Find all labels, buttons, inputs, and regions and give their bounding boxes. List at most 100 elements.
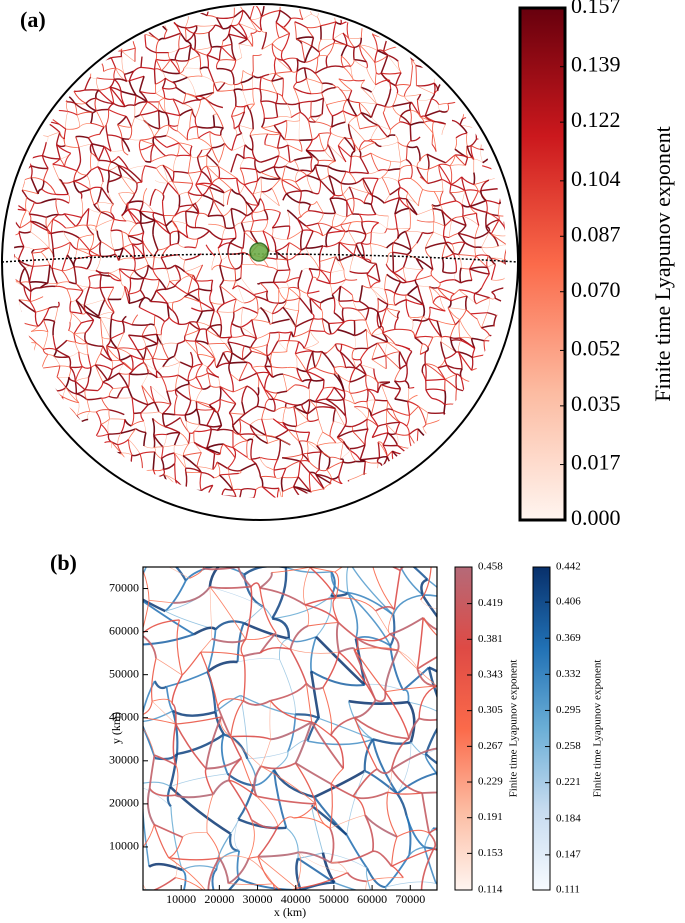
- ridge: [240, 695, 248, 759]
- ridge: [392, 409, 410, 416]
- ridge: [139, 222, 145, 233]
- ridge: [486, 297, 490, 313]
- ridge: [31, 249, 35, 254]
- ridge: [485, 94, 487, 99]
- ridge: [330, 768, 344, 785]
- ridge: [194, 49, 208, 56]
- ridge: [360, 242, 371, 245]
- ridge: [486, 406, 490, 420]
- ridge: [493, 324, 506, 328]
- ridge: [230, 736, 243, 759]
- ridge: [392, 101, 412, 108]
- ridge: [366, 274, 372, 288]
- ridge: [69, 311, 72, 323]
- ridge: [184, 264, 203, 272]
- ridge: [324, 144, 329, 152]
- ridge: [178, 142, 192, 157]
- ridge: [358, 44, 367, 63]
- ridge: [496, 307, 506, 316]
- ridge: [121, 47, 136, 52]
- ridge: [229, 373, 240, 382]
- ridge: [277, 339, 290, 342]
- ridge: [14, 62, 16, 71]
- ridge: [240, 75, 255, 84]
- ridge: [386, 456, 397, 469]
- ridge: [334, 571, 340, 599]
- ridge: [42, 376, 46, 394]
- ridge: [425, 378, 446, 382]
- ridge: [502, 111, 506, 127]
- ridge: [447, 300, 452, 309]
- ridge: [77, 248, 90, 251]
- ridge: [86, 268, 96, 271]
- ridge: [291, 506, 297, 511]
- ridge: [43, 180, 57, 195]
- ridge: [339, 230, 346, 243]
- ridge: [127, 208, 141, 212]
- ridge: [382, 497, 394, 498]
- ridge: [34, 312, 39, 327]
- ridge: [391, 567, 401, 572]
- ridge: [14, 463, 28, 473]
- ridge: [306, 78, 312, 94]
- ridge: [500, 428, 506, 435]
- ridge: [30, 231, 50, 249]
- ridge: [444, 358, 448, 366]
- ridge: [51, 267, 63, 272]
- ridge: [326, 65, 344, 69]
- ridge: [329, 814, 366, 829]
- ridge: [421, 792, 430, 834]
- ridge: [167, 52, 171, 60]
- ridge: [185, 210, 199, 215]
- ridge: [306, 277, 314, 294]
- ridge: [487, 44, 500, 47]
- ridge: [227, 336, 232, 343]
- ridge: [433, 54, 436, 70]
- ridge: [284, 402, 288, 408]
- ridge: [32, 251, 42, 254]
- ridge: [259, 632, 277, 654]
- ridge: [444, 390, 447, 405]
- ridge: [78, 38, 90, 46]
- ridge: [195, 388, 203, 402]
- ridge: [7, 134, 10, 143]
- ridge: [275, 22, 280, 39]
- ridge: [59, 417, 66, 423]
- ridge: [241, 215, 247, 223]
- ridge: [238, 418, 242, 435]
- ridge: [98, 89, 115, 105]
- ridge: [176, 487, 179, 498]
- ridge: [318, 133, 325, 151]
- ridge: [345, 496, 356, 498]
- ridge: [454, 50, 466, 60]
- ridge: [29, 65, 37, 86]
- ridge: [460, 396, 479, 401]
- ridge: [319, 256, 336, 262]
- ridge: [179, 68, 185, 74]
- ridge: [96, 482, 115, 492]
- ridge: [282, 374, 288, 392]
- ridge: [278, 638, 289, 660]
- ridge: [495, 419, 503, 425]
- ridge: [216, 461, 228, 470]
- ridge: [100, 181, 104, 188]
- ridge: [216, 428, 234, 432]
- ridge: [247, 38, 254, 47]
- ridge: [43, 453, 46, 471]
- ridge: [385, 303, 389, 309]
- ridge: [14, 483, 27, 498]
- ridge: [441, 257, 445, 272]
- ridge: [282, 57, 298, 61]
- ridge: [462, 478, 478, 483]
- ridge: [425, 389, 433, 399]
- ridge: [371, 334, 388, 343]
- ridge: [365, 374, 379, 383]
- ridge: [428, 11, 435, 26]
- ridge: [242, 90, 248, 106]
- ridge: [127, 373, 130, 389]
- ridge: [481, 6, 485, 12]
- ridge: [33, 467, 40, 479]
- ridge: [330, 497, 346, 498]
- ridge: [208, 32, 213, 48]
- ridge: [319, 179, 336, 196]
